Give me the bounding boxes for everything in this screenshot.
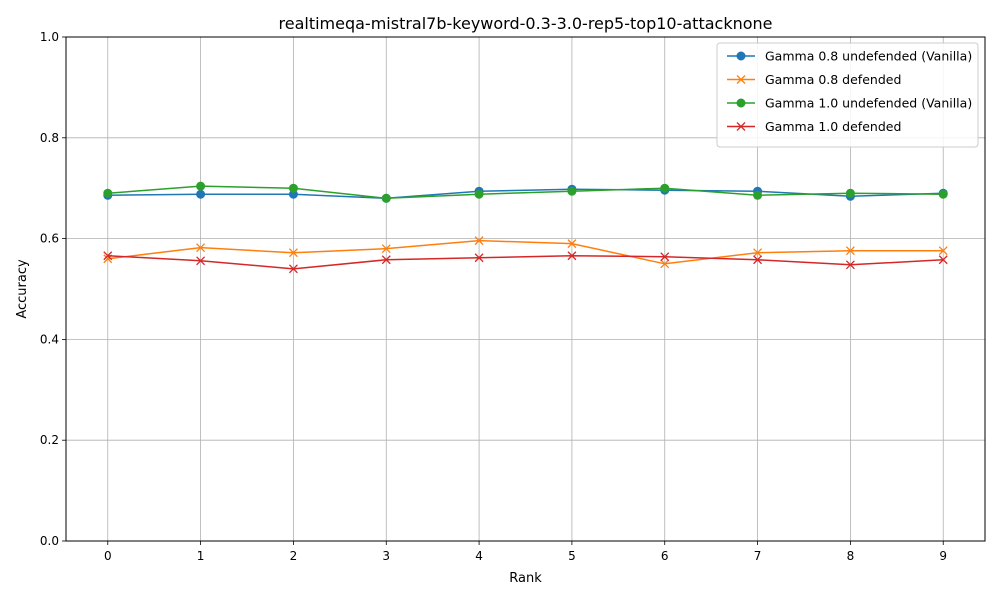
data-point	[753, 248, 763, 258]
x-tick-label: 7	[754, 549, 762, 563]
data-point	[660, 183, 670, 193]
data-point	[474, 236, 484, 246]
data-point	[288, 248, 298, 258]
y-tick-label: 0.6	[40, 232, 59, 246]
y-tick-label: 0.8	[40, 131, 59, 145]
data-point	[196, 256, 206, 266]
series-layer	[103, 181, 948, 274]
legend-marker	[736, 122, 746, 131]
series-line	[107, 239, 944, 265]
data-point	[938, 246, 948, 256]
legend-entry: Gamma 1.0 defended	[727, 119, 901, 134]
data-point	[938, 255, 948, 265]
legend-box	[716, 42, 979, 148]
series-4	[103, 251, 948, 274]
data-point	[196, 181, 206, 191]
legend-entry: Gamma 0.8 defended	[727, 72, 901, 87]
data-point	[753, 255, 763, 265]
data-point	[660, 259, 670, 269]
data-point	[845, 260, 855, 270]
x-tick-label: 1	[197, 549, 205, 563]
x-tick-label: 6	[661, 549, 669, 563]
data-point	[288, 183, 298, 193]
y-axis-ticks: 0.0 0.2 0.4 0.6 0.8 1.0	[40, 30, 66, 548]
series-3	[103, 181, 948, 203]
data-point	[660, 252, 670, 262]
legend-label: Gamma 0.8 undefended (Vanilla)	[765, 49, 972, 64]
y-tick-label: 1.0	[40, 30, 59, 44]
data-point	[103, 251, 113, 261]
data-point	[288, 264, 298, 274]
y-tick-label: 0.4	[40, 332, 59, 346]
data-point	[381, 193, 391, 203]
x-axis-label: Rank	[509, 571, 542, 586]
chart-title: realtimeqa-mistral7b-keyword-0.3-3.0-rep…	[279, 14, 773, 33]
data-point	[474, 189, 484, 199]
data-point	[567, 186, 577, 196]
x-tick-label: 5	[568, 549, 576, 563]
data-point	[381, 244, 391, 254]
data-point	[753, 190, 763, 200]
data-point	[474, 253, 484, 263]
legend-entry: Gamma 0.8 undefended (Vanilla)	[727, 49, 972, 64]
legend-entry: Gamma 1.0 undefended (Vanilla)	[727, 96, 972, 111]
data-point	[845, 246, 855, 256]
legend-marker	[736, 75, 746, 84]
legend-marker	[736, 98, 746, 108]
data-point	[196, 243, 206, 253]
x-tick-label: 0	[104, 549, 112, 563]
data-point	[567, 251, 577, 261]
legend: Gamma 0.8 undefended (Vanilla) Gamma 0.8 …	[716, 42, 979, 148]
data-point	[567, 239, 577, 249]
x-axis-ticks: 0 1 2 3 4 5 6 7 8 9	[104, 541, 947, 563]
plot-frame	[65, 36, 986, 542]
legend-marker	[736, 51, 746, 61]
x-tick-label: 9	[939, 549, 947, 563]
x-tick-label: 4	[475, 549, 483, 563]
x-tick-label: 2	[290, 549, 298, 563]
y-tick-label: 0.2	[40, 433, 59, 447]
data-point	[938, 189, 948, 199]
series-line	[107, 254, 944, 270]
legend-label: Gamma 1.0 undefended (Vanilla)	[765, 96, 972, 111]
x-tick-label: 8	[847, 549, 855, 563]
legend-label: Gamma 0.8 defended	[765, 72, 901, 87]
data-point	[103, 188, 113, 198]
series-line	[107, 185, 944, 200]
series-2	[103, 236, 948, 269]
data-point	[196, 189, 206, 199]
data-point	[845, 188, 855, 198]
legend-label: Gamma 1.0 defended	[765, 119, 901, 134]
y-axis-label: Accuracy	[15, 259, 30, 319]
data-point	[381, 255, 391, 265]
y-tick-label: 0.0	[40, 534, 59, 548]
x-tick-label: 3	[382, 549, 390, 563]
